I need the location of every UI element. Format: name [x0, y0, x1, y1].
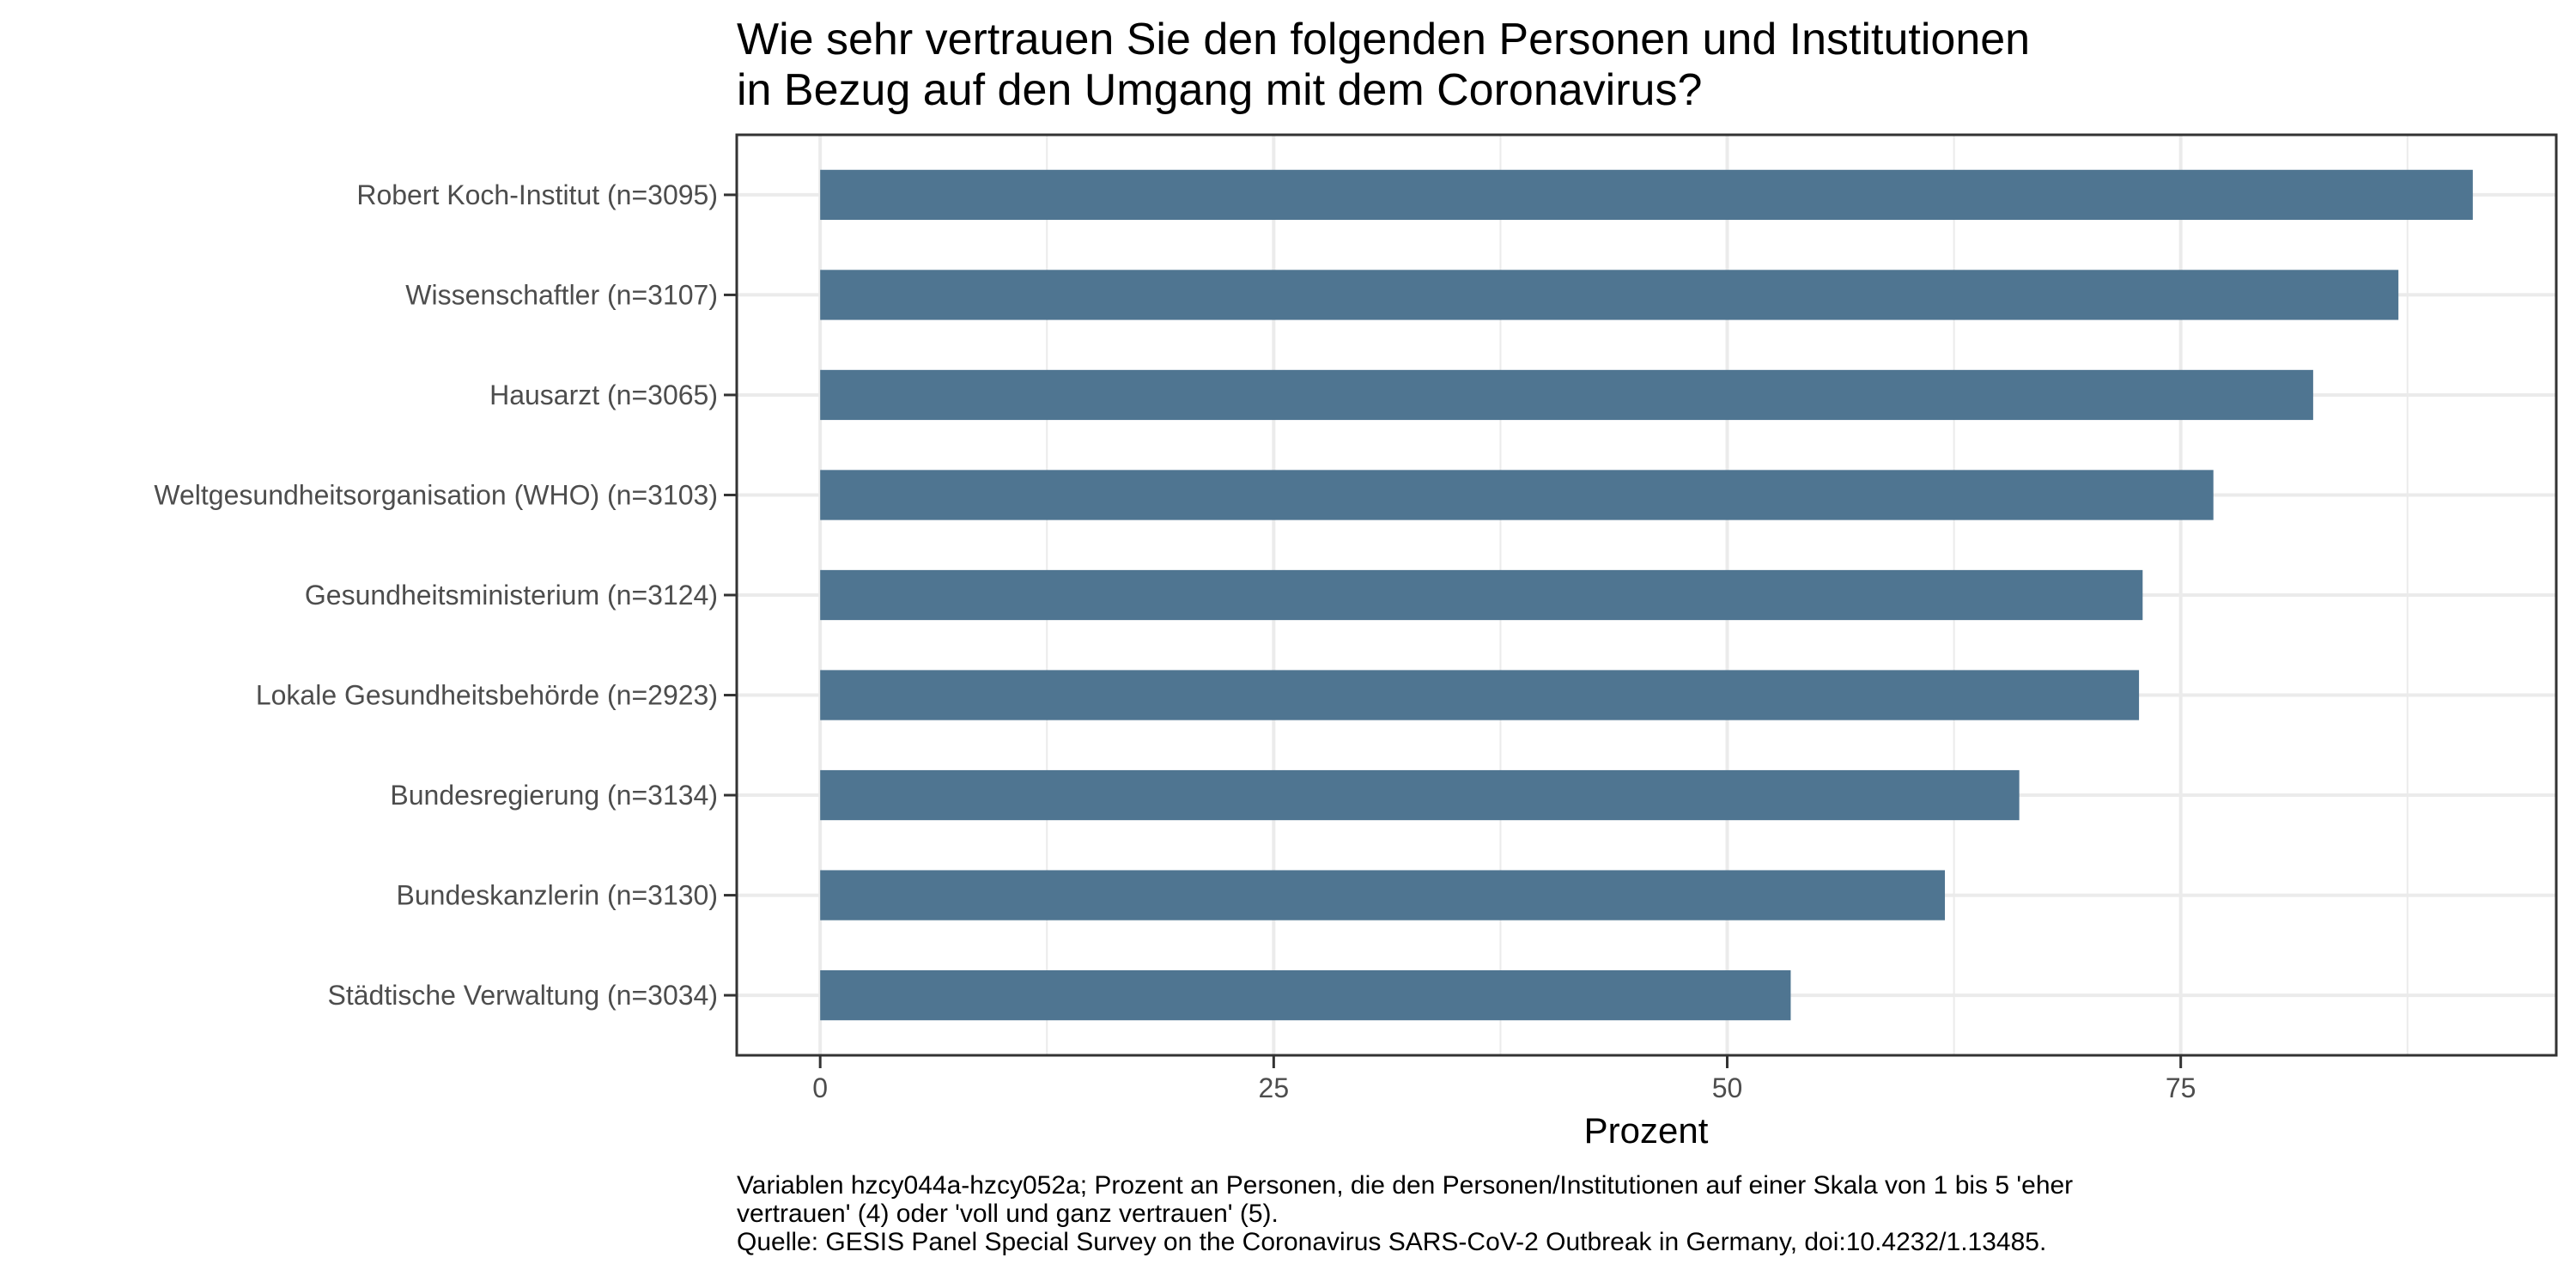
y-tick-label: Gesundheitsministerium (n=3124) — [305, 580, 718, 611]
bar — [820, 670, 2140, 720]
y-tick-label: Robert Koch-Institut (n=3095) — [356, 179, 718, 210]
x-tick-label: 50 — [1712, 1072, 1743, 1103]
bar — [820, 369, 2313, 421]
x-tick-label: 0 — [812, 1072, 828, 1103]
bar — [820, 769, 2020, 821]
y-tick-label: Bundeskanzlerin (n=3130) — [397, 880, 718, 911]
x-tick-label: 25 — [1259, 1072, 1290, 1103]
y-tick-label: Wissenschaftler (n=3107) — [405, 279, 718, 310]
y-tick-label: Städtische Verwaltung (n=3034) — [327, 980, 718, 1011]
y-tick-label: Weltgesundheitsorganisation (WHO) (n=310… — [154, 479, 718, 510]
caption-line-1: Variablen hzcy044a-hzcy052a; Prozent an … — [737, 1171, 2074, 1200]
x-tick-label: 75 — [2166, 1072, 2196, 1103]
bar — [820, 569, 2143, 621]
chart-title-line-1: Wie sehr vertrauen Sie den folgenden Per… — [737, 15, 2031, 64]
x-axis: 0 25 50 75 — [812, 1055, 2196, 1103]
y-tick-label: Hausarzt (n=3065) — [489, 380, 718, 410]
x-axis-title: Prozent — [1583, 1110, 1709, 1151]
caption-line-3: Quelle: GESIS Panel Special Survey on th… — [737, 1228, 2047, 1256]
bar — [820, 969, 1791, 1021]
bar — [820, 470, 2214, 520]
y-axis: Robert Koch-Institut (n=3095) Wissenschaf… — [154, 179, 737, 1011]
y-tick-label: Lokale Gesundheitsbehörde (n=2923) — [256, 680, 718, 711]
bar — [820, 870, 1946, 920]
chart-title-line-2: in Bezug auf den Umgang mit dem Coronavi… — [737, 65, 1703, 115]
bars — [820, 169, 2473, 1021]
bar — [820, 169, 2473, 221]
y-tick-label: Bundesregierung (n=3134) — [390, 780, 718, 811]
caption-line-2: vertrauen' (4) oder 'voll und ganz vertr… — [737, 1200, 1279, 1228]
bar — [820, 270, 2399, 320]
